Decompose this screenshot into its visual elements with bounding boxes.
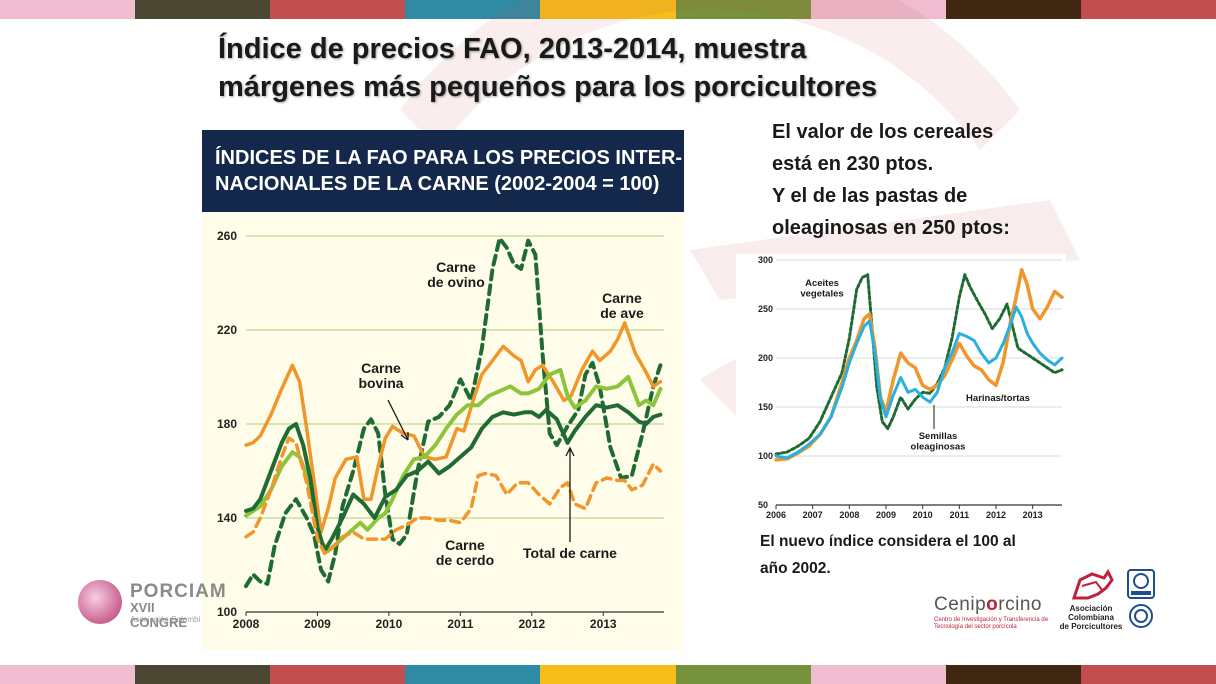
side-text-line-4: oleaginosas en 250 ptos: (772, 217, 1010, 239)
porciamer-emblem-icon (78, 580, 122, 624)
stripe-bottom-segment-2 (135, 665, 271, 684)
stripe-bottom-segment-8 (945, 665, 1081, 684)
oilseed-chart-series-3-line (774, 305, 1064, 460)
oilseed-chart-series-1-line (774, 273, 1064, 456)
label-carne-de-cerdo-line-2: de cerdo (436, 552, 494, 568)
slide-title-line-2: márgenes más pequeños para los porcicult… (218, 71, 878, 103)
label-carne-de-ovino-line-1: Carne (436, 259, 476, 275)
oilseed-chart-y-tick-100: 100 (758, 451, 773, 461)
meat-chart-series-2-line (244, 321, 663, 534)
index-base-note-line-2: año 2002. (760, 560, 831, 577)
side-text-line-2: está en 230 ptos. (772, 153, 934, 175)
side-text-line-1: El valor de los cereales (772, 121, 994, 143)
label-total-de-carne-line-1: Total de carne (523, 545, 617, 561)
oilseed-chart-y-tick-50: 50 (758, 500, 768, 510)
oilseed-chart-x-tick-2012: 2012 (986, 510, 1006, 520)
stripe-top-segment-5 (540, 0, 676, 19)
porciamer-logo-org: Asociación Colombi (130, 615, 201, 624)
index-base-note-line-1: El nuevo índice considera el 100 al (760, 533, 1016, 550)
meat-chart-y-tick-180: 180 (217, 417, 237, 431)
oilseed-chart-x-tick-2006: 2006 (766, 510, 786, 520)
side-text-line-3: Y el de las pastas de (772, 185, 968, 207)
slide-title-line-1: Índice de precios FAO, 2013-2014, muestr… (218, 33, 807, 65)
label-carne-de-cerdo-line-1: Carne (445, 537, 485, 553)
label-aceites-vegetales-line-2: vegetales (800, 289, 843, 300)
label-carne-bovina-line-2: bovina (358, 375, 403, 391)
porciamer-logo-name: PORCIAM (130, 581, 227, 602)
oilseed-chart-y-tick-300: 300 (758, 255, 773, 265)
stripe-bottom-segment-6 (675, 665, 811, 684)
oilseed-chart-x-tick-2011: 2011 (950, 510, 970, 520)
porciamer-congress-logo: PORCIAM XVII CONGRE Asociación Colombi (72, 576, 226, 630)
meat-chart-header: ÍNDICES DE LA FAO PARA LOS PRECIOS INTER… (202, 130, 684, 212)
label-harinas-tortas-line-1: Harinas/tortas (966, 393, 1030, 404)
certification-badges-icon (1127, 569, 1155, 628)
meat-chart-series-5-line (244, 436, 663, 556)
stripe-bottom-segment-5 (540, 665, 676, 684)
label-carne-de-ave-line-2: de ave (600, 305, 644, 321)
meat-chart-y-tick-100: 100 (217, 605, 237, 619)
stripe-bottom-segment-3 (270, 665, 406, 684)
oilseed-chart-x-tick-2008: 2008 (839, 510, 859, 520)
stripe-bottom-segment-4 (405, 665, 541, 684)
meat-chart-title-line-1: ÍNDICES DE LA FAO PARA LOS PRECIOS INTER… (215, 147, 683, 169)
stripe-top-segment-8 (945, 0, 1081, 19)
meat-chart-series-3-line (244, 367, 663, 553)
meat-chart-title-line-2: NACIONALES DE LA CARNE (2002-2004 = 100) (215, 173, 660, 195)
pig-emblem-icon (1071, 569, 1114, 600)
meat-chart-series-4-line (244, 403, 663, 553)
bottom-color-stripe (0, 665, 1216, 684)
meat-chart-x-tick-2011: 2011 (447, 617, 473, 631)
stripe-bottom-segment-1 (0, 665, 136, 684)
oilseed-chart-y-tick-250: 250 (758, 304, 773, 314)
ceniporcino-logo: Ceniporcino Centro de Investigación y Tr… (934, 594, 1054, 634)
stripe-top-segment-2 (135, 0, 271, 19)
label-semillas-oleaginosas-line-2: oleaginosas (911, 442, 966, 453)
stripe-top-segment-9 (1080, 0, 1216, 19)
oilseed-chart-x-tick-2013: 2013 (1023, 510, 1043, 520)
side-text-block: El valor de los cereales está en 230 pto… (772, 116, 1102, 244)
oilseed-chart-x-tick-2010: 2010 (913, 510, 933, 520)
meat-chart-y-tick-260: 260 (217, 229, 237, 243)
bovina-arrowhead-icon (400, 432, 409, 441)
ceniporcino-logo-tagline: Centro de Investigación y Transferencia … (934, 617, 1049, 630)
label-carne-bovina-line-1: Carne (361, 360, 401, 376)
asociacion-porcicultores-logo: Asociación Colombiana de Porcicultores (1052, 568, 1130, 634)
meat-chart-x-tick-2009: 2009 (304, 617, 331, 631)
total-arrowhead-icon (565, 446, 575, 457)
meat-chart-x-tick-2012: 2012 (518, 617, 545, 631)
meat-chart-x-tick-2010: 2010 (376, 617, 403, 631)
oilseed-chart-y-tick-200: 200 (758, 353, 773, 363)
ceniporcino-logo-name: Ceniporcino (934, 594, 1042, 615)
meat-chart-series-1-line (244, 236, 663, 589)
meat-chart-x-tick-2013: 2013 (590, 617, 617, 631)
stripe-bottom-segment-7 (810, 665, 946, 684)
acp-logo-text: Asociación Colombiana de Porcicultores (1059, 604, 1123, 631)
porciamer-logo-subtitle: XVII CONGRE (130, 600, 188, 630)
stripe-top-segment-4 (405, 0, 541, 19)
label-semillas-oleaginosas-line-1: Semillas (919, 431, 958, 442)
meat-chart-x-tick-2008: 2008 (233, 617, 260, 631)
bovina-annotation-arrow (387, 399, 409, 441)
meat-chart-y-tick-220: 220 (217, 323, 237, 337)
stripe-bottom-segment-9 (1080, 665, 1216, 684)
stripe-top-segment-3 (270, 0, 406, 19)
slide-title: Índice de precios FAO, 2013-2014, muestr… (218, 30, 978, 106)
stripe-top-segment-7 (810, 0, 946, 19)
meat-chart-y-tick-140: 140 (217, 511, 237, 525)
stripe-top-segment-1 (0, 0, 136, 19)
oilseed-chart-x-tick-2009: 2009 (876, 510, 896, 520)
stripe-top-segment-6 (675, 0, 811, 19)
label-carne-de-ave-line-1: Carne (602, 290, 642, 306)
oilseed-chart-y-tick-150: 150 (758, 402, 773, 412)
oilseed-chart-x-tick-2007: 2007 (803, 510, 823, 520)
label-aceites-vegetales-line-1: Aceites (805, 278, 839, 289)
oilseed-chart-background (736, 254, 1066, 524)
index-base-note: El nuevo índice considera el 100 al año … (760, 528, 1070, 582)
top-color-stripe (0, 0, 1216, 19)
label-carne-de-ovino-line-2: de ovino (427, 274, 485, 290)
